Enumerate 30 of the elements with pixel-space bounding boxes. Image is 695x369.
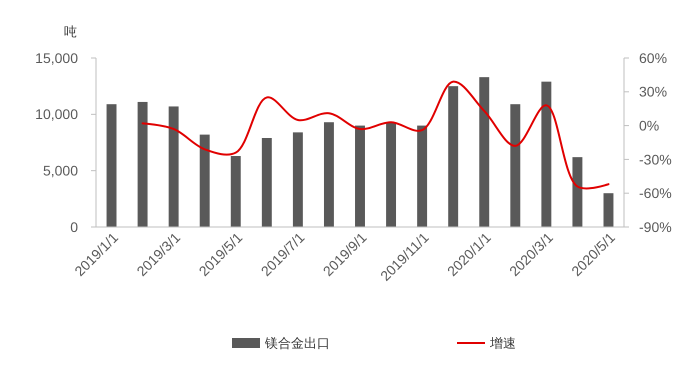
bar [479,77,490,227]
y2-tick-label: -30% [639,151,672,168]
y-tick-label: 0 [70,218,78,235]
y-tick-label: 10,000 [35,106,78,122]
y-axis-title: 吨 [64,24,77,39]
bar [510,104,520,227]
y2-tick-label: 0% [639,118,660,134]
bar [138,102,148,227]
bar [168,106,179,227]
y2-tick-label: 30% [639,84,668,100]
bar [324,122,334,227]
y2-tick-label: 60% [639,50,668,66]
bar [200,134,210,227]
bar [448,86,458,227]
y2-tick-label: -90% [639,218,672,235]
bar [417,126,428,227]
bar [386,122,396,227]
legend-label: 镁合金出口 [264,336,330,351]
y-tick-label: 15,000 [35,50,78,66]
legend-label: 增速 [489,336,516,351]
bar [541,82,552,227]
bar [106,104,116,227]
y2-tick-label: -60% [639,185,672,202]
bar [604,193,614,227]
y-tick-label: 5,000 [42,162,78,179]
bar [262,138,272,227]
bar [572,157,582,227]
bar [355,126,365,227]
bar [230,156,241,227]
bar [292,132,303,227]
